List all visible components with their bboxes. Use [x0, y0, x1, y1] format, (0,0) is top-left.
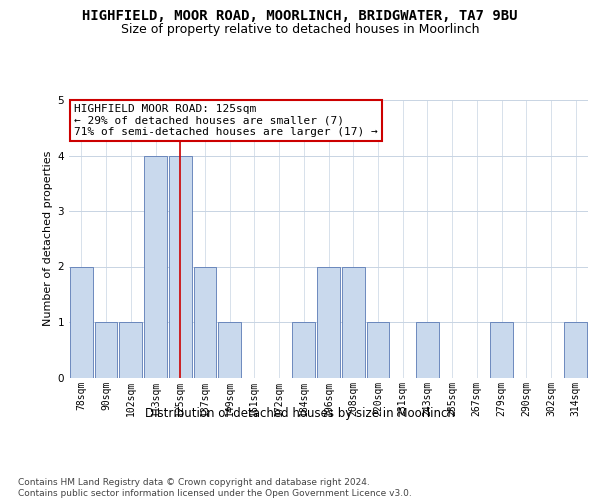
Bar	[564, 322, 587, 378]
Text: Contains HM Land Registry data © Crown copyright and database right 2024.
Contai: Contains HM Land Registry data © Crown c…	[18, 478, 412, 498]
Bar	[317, 266, 340, 378]
Y-axis label: Number of detached properties: Number of detached properties	[43, 151, 53, 326]
Bar	[367, 322, 389, 378]
Bar	[194, 266, 216, 378]
Bar	[70, 266, 93, 378]
Bar	[95, 322, 118, 378]
Bar	[342, 266, 365, 378]
Bar	[144, 156, 167, 378]
Text: Size of property relative to detached houses in Moorlinch: Size of property relative to detached ho…	[121, 23, 479, 36]
Bar	[416, 322, 439, 378]
Bar	[169, 156, 191, 378]
Bar	[490, 322, 513, 378]
Text: HIGHFIELD MOOR ROAD: 125sqm
← 29% of detached houses are smaller (7)
71% of semi: HIGHFIELD MOOR ROAD: 125sqm ← 29% of det…	[74, 104, 378, 138]
Text: HIGHFIELD, MOOR ROAD, MOORLINCH, BRIDGWATER, TA7 9BU: HIGHFIELD, MOOR ROAD, MOORLINCH, BRIDGWA…	[82, 9, 518, 23]
Bar	[218, 322, 241, 378]
Text: Distribution of detached houses by size in Moorlinch: Distribution of detached houses by size …	[145, 408, 455, 420]
Bar	[292, 322, 315, 378]
Bar	[119, 322, 142, 378]
